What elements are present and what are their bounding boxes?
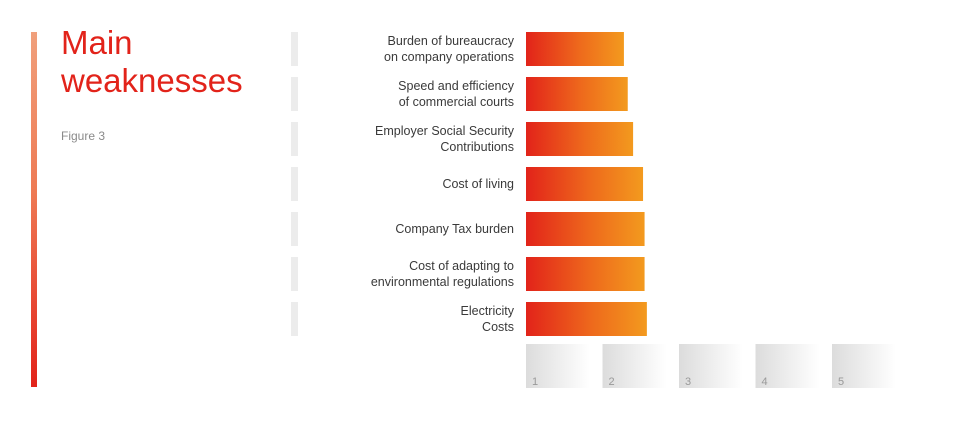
- page-title: Main weaknesses: [61, 24, 243, 100]
- row-marker: [291, 122, 298, 156]
- bar: [526, 257, 645, 291]
- x-tick-label: 3: [685, 376, 691, 388]
- figure-label: Figure 3: [61, 129, 106, 143]
- x-tick-block: [526, 344, 590, 388]
- row-marker: [291, 167, 298, 201]
- bar: [526, 167, 644, 201]
- bar: [526, 32, 624, 66]
- row-marker: [291, 212, 298, 246]
- bar: [526, 77, 628, 111]
- row-markers: [291, 32, 298, 336]
- category-label: Cost of adapting to environmental regulat…: [371, 259, 514, 289]
- x-tick-block: [602, 344, 667, 388]
- x-axis: 1 2 3 4 5: [526, 344, 896, 388]
- title-line-2: weaknesses: [61, 62, 243, 99]
- x-tick-label: 1: [532, 376, 538, 388]
- x-tick-block: [755, 344, 820, 388]
- bar: [526, 212, 645, 246]
- category-label: Company Tax burden: [395, 222, 514, 236]
- category-label: Speed and efficiency of commercial courts: [398, 79, 515, 109]
- category-label: Burden of bureaucracy on company operatio…: [384, 34, 515, 64]
- row-marker: [291, 257, 298, 291]
- bars: [526, 32, 647, 336]
- category-label: Employer Social Security Contributions: [375, 124, 515, 154]
- x-tick-label: 4: [762, 376, 768, 388]
- row-marker: [291, 32, 298, 66]
- row-marker: [291, 77, 298, 111]
- accent-bar: [31, 32, 37, 387]
- category-labels: Burden of bureaucracy on company operatio…: [371, 34, 515, 334]
- x-tick-label: 5: [838, 376, 844, 388]
- x-tick-block: [679, 344, 743, 388]
- category-label: Electricity Costs: [461, 304, 515, 334]
- row-marker: [291, 302, 298, 336]
- title-line-1: Main: [61, 24, 133, 61]
- bar: [526, 122, 634, 156]
- bar: [526, 302, 647, 336]
- x-tick-label: 2: [609, 376, 615, 388]
- category-label: Cost of living: [442, 177, 514, 191]
- x-tick-block: [832, 344, 896, 388]
